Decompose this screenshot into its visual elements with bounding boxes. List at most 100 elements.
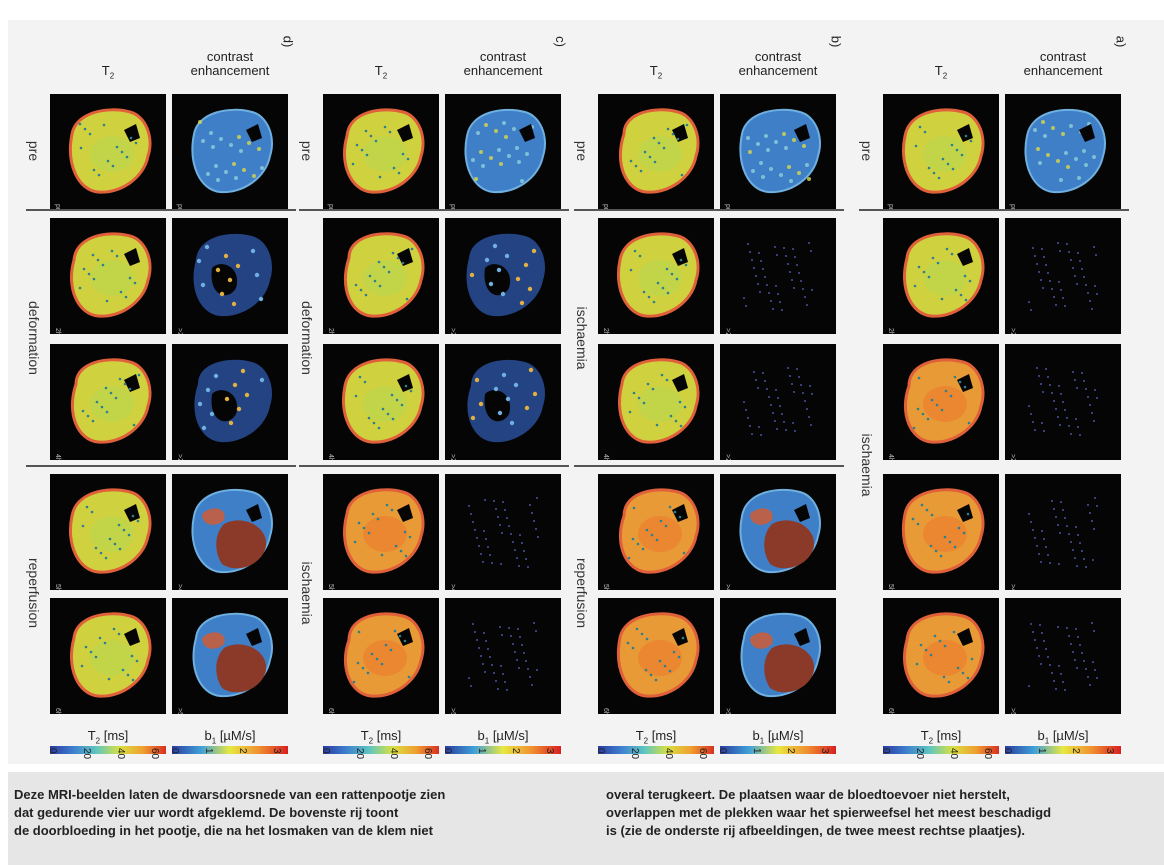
caption-right: overal terugkeert. De plaatsen waar de b… <box>606 787 1052 838</box>
t2-colorbar-tick: 40 <box>663 748 674 760</box>
t2-colorbar-tick: 20 <box>81 748 92 760</box>
t2-mri-image: 2h <box>50 218 166 334</box>
t2-colorbar-tick: 20 <box>354 748 365 760</box>
contrast-title-line2: enhancement <box>463 63 543 78</box>
contrast-mri-image: pre <box>172 94 288 210</box>
t2-colorbar-unit: [ms] <box>100 728 129 743</box>
t2-mri-image: 4h <box>883 344 999 460</box>
t2-colorbar-unit: [ms] <box>933 728 962 743</box>
contrast-mri-image: >2h <box>720 218 836 334</box>
b1-colorbar <box>445 746 561 754</box>
contrast-title-line2: enhancement <box>1023 63 1103 78</box>
t2-colorbar-subscript: 2 <box>928 736 934 746</box>
panel-letter: b) <box>828 35 844 48</box>
group-separator <box>299 465 569 467</box>
b1-colorbar-symbol: b <box>204 728 212 743</box>
t2-mri-image: 2h <box>323 218 439 334</box>
b1-colorbar-tick: 0 <box>717 748 728 754</box>
t2-colorbar-tick: 40 <box>948 748 959 760</box>
time-label: >2h <box>449 328 456 334</box>
time-label: 6h <box>327 708 334 714</box>
b1-colorbar <box>1005 746 1121 754</box>
b1-colorbar-label: b1 [µM/s] <box>1005 728 1121 746</box>
t2-mri-image: 5h <box>598 474 714 590</box>
t2-title-text: T <box>374 63 383 78</box>
time-label: >2h <box>449 454 456 460</box>
t2-colorbar-subscript: 2 <box>95 736 101 746</box>
contrast-title-line2: enhancement <box>738 63 818 78</box>
contrast-mri-image: >2h <box>1005 218 1121 334</box>
b1-colorbar-tick: 2 <box>237 748 248 754</box>
row-group-label: ischaemia <box>859 433 875 497</box>
panel-letter: a) <box>1113 35 1129 48</box>
time-label: 6h <box>54 708 61 714</box>
contrast-mri-image: pre <box>1005 94 1121 210</box>
b1-colorbar-tick: 0 <box>169 748 180 754</box>
t2-mri-image: 6h <box>50 598 166 714</box>
t2-colorbar-subscript: 2 <box>368 736 374 746</box>
b1-colorbar-unit: [µM/s] <box>1049 728 1089 743</box>
group-separator <box>859 209 1129 211</box>
group-separator <box>574 465 844 467</box>
b1-colorbar-subscript: 1 <box>759 736 765 746</box>
b1-colorbar-tick: 0 <box>442 748 453 754</box>
b1-colorbar-label: b1 [µM/s] <box>172 728 288 746</box>
b1-colorbar-symbol: b <box>477 728 485 743</box>
contrast-mri-image: >2h <box>1005 344 1121 460</box>
t2-colorbar <box>323 746 439 754</box>
t2-colorbar-label: T2 [ms] <box>883 728 999 746</box>
t2-mri-image: 6h <box>598 598 714 714</box>
t2-colorbar-tick: 20 <box>914 748 925 760</box>
time-label: >5h <box>724 708 731 714</box>
contrast-title-line2: enhancement <box>190 63 270 78</box>
group-separator <box>299 209 569 211</box>
t2-colorbar-tick: 0 <box>47 748 58 754</box>
t2-mri-image: pre <box>323 94 439 210</box>
row-group-label: pre <box>299 140 315 162</box>
row-group-label: reperfusion <box>574 557 590 629</box>
b1-colorbar-tick: 1 <box>203 748 214 754</box>
panel-letter: d) <box>280 35 296 48</box>
t2-title-text: T <box>649 63 658 78</box>
t2-mri-image: 6h <box>323 598 439 714</box>
row-group-label: ischaemia <box>299 561 315 625</box>
t2-mri-image: pre <box>50 94 166 210</box>
contrast-column-title: contrast enhancement <box>445 50 561 78</box>
contrast-mri-image: >5h <box>445 598 561 714</box>
t2-colorbar-unit: [ms] <box>373 728 402 743</box>
time-label: 6h <box>602 708 609 714</box>
t2-colorbar-label: T2 [ms] <box>598 728 714 746</box>
t2-title-text: T <box>934 63 943 78</box>
t2-colorbar-tick: 0 <box>320 748 331 754</box>
time-label: 5h <box>327 584 334 590</box>
t2-mri-image: 4h <box>598 344 714 460</box>
b1-colorbar-tick: 3 <box>544 748 555 754</box>
time-label: >5h <box>449 708 456 714</box>
contrast-mri-image: >5h <box>720 598 836 714</box>
b1-colorbar-tick: 1 <box>751 748 762 754</box>
t2-colorbar <box>883 746 999 754</box>
t2-mri-image: 6h <box>883 598 999 714</box>
t2-colorbar-tick: 40 <box>115 748 126 760</box>
row-group-label: deformation <box>26 301 42 375</box>
time-label: >4h <box>176 584 183 590</box>
t2-column-title: T2 <box>353 64 409 84</box>
b1-colorbar-tick: 2 <box>510 748 521 754</box>
time-label: >2h <box>176 454 183 460</box>
t2-colorbar-unit: [ms] <box>648 728 677 743</box>
figure-caption: Deze MRI-beelden laten de dwarsdoorsnede… <box>8 772 1164 865</box>
contrast-mri-image: pre <box>445 94 561 210</box>
t2-colorbar-subscript: 2 <box>643 736 649 746</box>
row-group-label: ischaemia <box>574 306 590 370</box>
t2-mri-image: 2h <box>883 218 999 334</box>
b1-colorbar-tick: 0 <box>1002 748 1013 754</box>
time-label: 6h <box>887 708 894 714</box>
t2-mri-image: pre <box>883 94 999 210</box>
contrast-mri-image: >5h <box>172 598 288 714</box>
time-label: 5h <box>602 584 609 590</box>
t2-mri-image: 4h <box>50 344 166 460</box>
contrast-mri-image: pre <box>720 94 836 210</box>
caption-left: Deze MRI-beelden laten de dwarsdoorsnede… <box>14 787 446 838</box>
contrast-title-line1: contrast <box>479 49 527 64</box>
panel-letter: c) <box>552 36 568 47</box>
